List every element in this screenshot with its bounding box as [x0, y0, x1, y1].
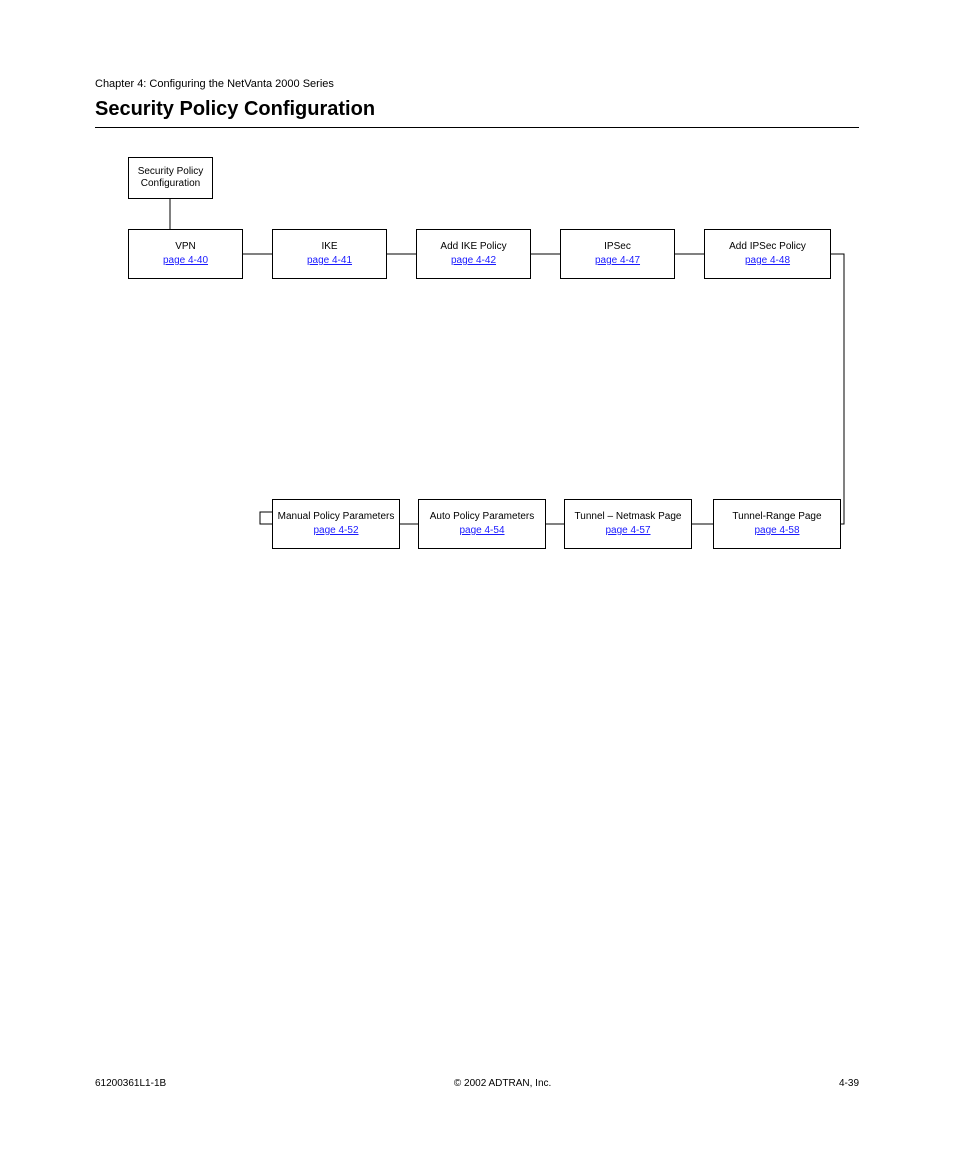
node-label: Auto Policy Parameters	[430, 511, 535, 523]
node-page-link[interactable]: page 4-48	[745, 255, 790, 267]
node-label: Security Policy	[138, 166, 204, 178]
node-page-link[interactable]: page 4-58	[754, 525, 799, 537]
node-label: IPSec	[604, 241, 631, 253]
flowchart-node-n1[interactable]: VPN page 4-40	[128, 229, 243, 279]
node-page-link[interactable]: page 4-52	[313, 525, 358, 537]
footer-copyright: © 2002 ADTRAN, Inc.	[454, 1078, 551, 1089]
node-page-link[interactable]: page 4-41	[307, 255, 352, 267]
node-label: Tunnel-Range Page	[732, 511, 821, 523]
footer-doc-number: 61200361L1-1B	[95, 1078, 166, 1089]
node-page-link[interactable]: page 4-47	[595, 255, 640, 267]
footer-page-number: 4-39	[839, 1078, 859, 1089]
flowchart-edge	[260, 254, 844, 524]
node-label: Tunnel – Netmask Page	[575, 511, 682, 523]
flowchart-node-n8[interactable]: Tunnel – Netmask Page page 4-57	[564, 499, 692, 549]
node-label-2: Configuration	[141, 178, 200, 190]
page-title: Security Policy Configuration	[95, 98, 859, 121]
node-label: Add IPSec Policy	[729, 241, 806, 253]
header-rule	[95, 127, 859, 128]
page: Chapter 4: Configuring the NetVanta 2000…	[0, 0, 954, 1159]
flowchart-node-n7[interactable]: Auto Policy Parameters page 4-54	[418, 499, 546, 549]
node-page-link[interactable]: page 4-42	[451, 255, 496, 267]
flowchart-node-n9[interactable]: Tunnel-Range Page page 4-58	[713, 499, 841, 549]
flowchart-node-n5[interactable]: Add IPSec Policy page 4-48	[704, 229, 831, 279]
flowchart-node-n6[interactable]: Manual Policy Parameters page 4-52	[272, 499, 400, 549]
flowchart-node-root: Security PolicyConfiguration	[128, 157, 213, 199]
node-label: Manual Policy Parameters	[278, 511, 395, 523]
node-page-link[interactable]: page 4-57	[605, 525, 650, 537]
node-label: VPN	[175, 241, 196, 253]
node-page-link[interactable]: page 4-40	[163, 255, 208, 267]
page-header: Chapter 4: Configuring the NetVanta 2000…	[95, 78, 859, 128]
page-footer: 61200361L1-1B © 2002 ADTRAN, Inc. 4-39	[95, 1078, 859, 1089]
flowchart-node-n4[interactable]: IPSec page 4-47	[560, 229, 675, 279]
node-page-link[interactable]: page 4-54	[459, 525, 504, 537]
node-label: IKE	[321, 241, 337, 253]
node-label: Add IKE Policy	[440, 241, 506, 253]
flowchart-node-n3[interactable]: Add IKE Policy page 4-42	[416, 229, 531, 279]
flowchart-node-n2[interactable]: IKE page 4-41	[272, 229, 387, 279]
header-chapter-line: Chapter 4: Configuring the NetVanta 2000…	[95, 78, 859, 90]
